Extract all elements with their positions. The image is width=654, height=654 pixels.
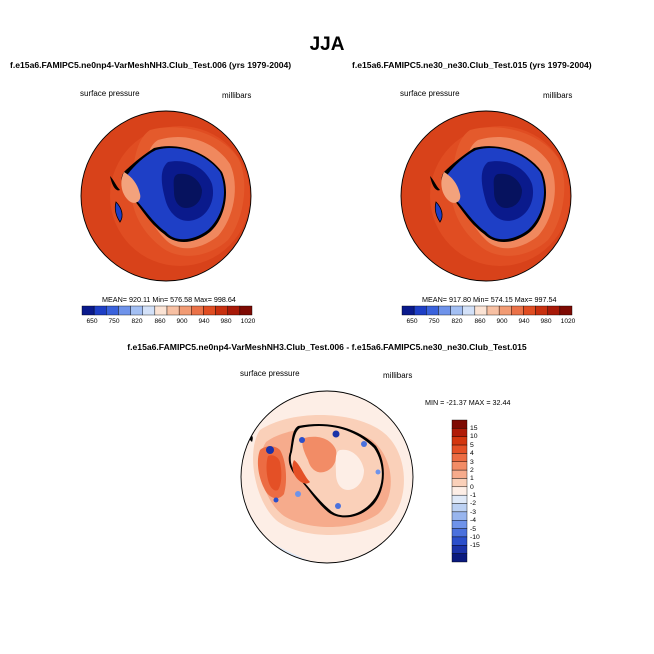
colorbar-swatch <box>451 503 468 513</box>
panel1-map <box>80 110 252 282</box>
colorbar-swatch <box>486 305 500 316</box>
colorbar-swatch <box>438 305 451 316</box>
colorbar-swatch <box>451 536 468 546</box>
panel3-tick-10: 10 <box>470 433 478 441</box>
panel2-variable-label: surface pressure <box>400 89 460 98</box>
colorbar-swatch <box>118 305 131 316</box>
panel1-tick-980: 980 <box>220 318 232 325</box>
panel3-tick-minus-5: -5 <box>470 525 477 533</box>
colorbar-swatch <box>451 545 468 554</box>
colorbar-swatch <box>166 305 180 316</box>
colorbar-swatch <box>523 305 536 316</box>
panel3-tick-minus-1: -1 <box>470 492 477 499</box>
panel1-tick-1020: 1020 <box>240 318 256 325</box>
panel1-tick-820: 820 <box>131 318 143 325</box>
colorbar-swatch <box>451 494 468 504</box>
panel3-tick-4: 4 <box>470 450 474 458</box>
panel2-tick-940: 940 <box>518 318 530 325</box>
colorbar-swatch <box>451 520 468 529</box>
colorbar-swatch <box>547 305 561 316</box>
panel3-title: f.e15a6.FAMIPC5.ne0np4-VarMeshNH3.Club_T… <box>127 342 527 352</box>
colorbar-swatch <box>451 461 468 471</box>
colorbar-swatch <box>215 305 228 316</box>
panel3-tick-minus-15: -15 <box>470 542 480 550</box>
colorbar-swatch <box>239 305 253 316</box>
colorbar-swatch <box>451 453 468 462</box>
colorbar-swatch <box>191 305 204 316</box>
panel3-map <box>240 390 414 564</box>
colorbar-swatch <box>474 305 488 316</box>
panel1-variable-label: surface pressure <box>80 89 140 98</box>
panel3-tick-minus-4: -4 <box>470 517 477 525</box>
panel2-colorbar <box>401 305 573 316</box>
panel3-tick-0: 0 <box>470 483 474 491</box>
panel3-tick-3: 3 <box>470 458 474 466</box>
colorbar-swatch <box>130 305 143 316</box>
colorbar-swatch <box>451 419 468 429</box>
colorbar-swatch <box>142 305 156 316</box>
panel3-units-label: millibars <box>383 371 413 380</box>
panel1-tick-900: 900 <box>176 318 188 325</box>
panel1-tick-940: 940 <box>198 318 210 325</box>
panel2-tick-980: 980 <box>540 318 552 325</box>
colorbar-swatch <box>154 305 168 316</box>
colorbar-swatch <box>93 305 107 316</box>
colorbar-swatch <box>81 305 95 316</box>
panel3-stats: MIN = -21.37 MAX = 32.44 <box>425 398 511 407</box>
colorbar-swatch <box>511 305 524 316</box>
colorbar-swatch <box>451 528 468 538</box>
panel3-colorbar-labels: 15 10 5 4 3 2 1 0 -1 -2 -3 -4 -5 -10 -15 <box>470 420 494 562</box>
panel1-tick-750: 750 <box>108 318 120 325</box>
colorbar-swatch <box>401 305 415 316</box>
panel3-tick-minus-10: -10 <box>470 533 480 541</box>
panel2-tick-1020: 1020 <box>560 318 576 325</box>
colorbar-swatch <box>451 478 468 488</box>
colorbar-swatch <box>451 486 468 496</box>
colorbar-swatch <box>451 428 468 437</box>
panel3-tick-15: 15 <box>470 425 478 432</box>
colorbar-swatch <box>450 305 463 316</box>
panel2-title: f.e15a6.FAMIPC5.ne30_ne30.Club_Test.015 … <box>352 60 592 70</box>
panel2-colorbar-labels: 650 750 820 860 900 940 980 1020 <box>402 318 575 328</box>
panel1-colorbar-labels: 650 750 820 860 900 940 980 1020 <box>82 318 255 328</box>
colorbar-swatch <box>203 305 216 316</box>
panel2-tick-650: 650 <box>406 318 418 325</box>
panel2-tick-820: 820 <box>451 318 463 325</box>
colorbar-swatch <box>227 305 241 316</box>
panel2-map <box>400 110 572 282</box>
panel2-stats: MEAN= 917.80 Min= 574.15 Max= 997.54 <box>422 295 557 304</box>
panel1-stats: MEAN= 920.11 Min= 576.58 Max= 998.64 <box>102 295 236 304</box>
panel1-tick-860: 860 <box>154 318 166 325</box>
colorbar-swatch <box>106 305 119 316</box>
page-title: JJA <box>309 34 345 55</box>
panel2-tick-860: 860 <box>474 318 486 325</box>
panel2-tick-750: 750 <box>428 318 440 325</box>
panel3-tick-5: 5 <box>470 441 474 449</box>
colorbar-swatch <box>413 305 427 316</box>
colorbar-swatch <box>535 305 548 316</box>
colorbar-swatch <box>426 305 439 316</box>
colorbar-swatch <box>498 305 512 316</box>
panel1-title: f.e15a6.FAMIPC5.ne0np4-VarMeshNH3.Club_T… <box>10 60 292 70</box>
colorbar-swatch <box>451 436 468 446</box>
panel3-tick-2: 2 <box>470 466 474 474</box>
panel3-tick-minus-3: -3 <box>470 508 477 516</box>
colorbar-swatch <box>178 305 192 316</box>
colorbar-swatch <box>451 444 468 454</box>
panel2-tick-900: 900 <box>496 318 508 325</box>
panel1-colorbar <box>81 305 253 316</box>
colorbar-swatch <box>462 305 476 316</box>
colorbar-swatch <box>559 305 573 316</box>
colorbar-swatch <box>451 469 468 479</box>
panel3-variable-label: surface pressure <box>240 369 300 378</box>
panel2-units-label: millibars <box>543 91 573 100</box>
panel3-colorbar <box>451 419 468 563</box>
colorbar-swatch <box>451 511 468 521</box>
panel3-tick-minus-2: -2 <box>470 500 477 508</box>
panel3-tick-1: 1 <box>470 475 474 483</box>
panel1-tick-650: 650 <box>86 318 98 325</box>
panel1-units-label: millibars <box>222 91 252 100</box>
colorbar-swatch <box>451 553 468 563</box>
